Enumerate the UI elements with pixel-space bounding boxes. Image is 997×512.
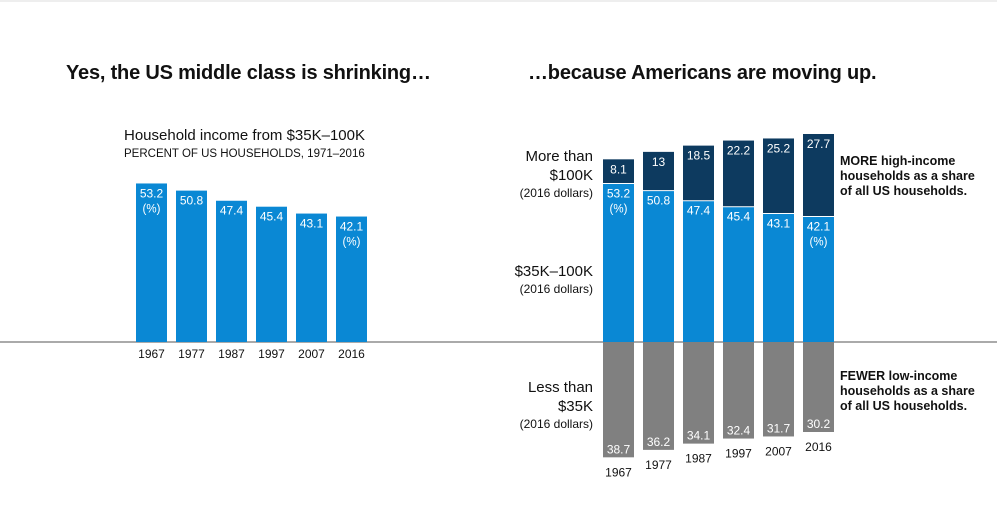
band-label-low: Less than $35K (2016 dollars) [520,378,593,433]
data-label-high-1977: 13 [652,155,666,169]
data-label-1977: 50.8 [180,194,204,208]
left-chart-title: Household income from $35K–100K [124,127,365,144]
data-label-mid-1987: 47.4 [687,204,711,218]
band-label-low-line2: $35K [557,398,593,415]
data-label-1987: 47.4 [220,204,244,218]
unit-label-right-2016: (%) [810,237,828,249]
top-divider [0,0,997,2]
bar-low-1977 [643,342,674,450]
bar-high-1977 [643,151,674,191]
data-label-1967: 53.2 [140,186,164,200]
x-tick-left-2016: 2016 [338,347,365,361]
x-tick-right-1987: 1987 [685,452,712,466]
band-label-low-line1: Less than [527,379,593,396]
note-low-line3: of all US households. [840,399,968,413]
data-label-2016: 42.1 [340,220,364,234]
data-label-high-2007: 25.2 [767,141,791,155]
data-label-mid-2016: 42.1 [807,220,831,234]
bar-low-1967 [603,342,634,458]
x-tick-left-2007: 2007 [298,347,325,361]
bar-middle-1987 [683,200,714,342]
bar-high-2016 [803,133,834,217]
data-label-high-1967: 8.1 [610,162,627,176]
bar-high-2007 [763,138,794,214]
data-label-mid-1977: 50.8 [647,194,671,208]
x-tick-left-1997: 1997 [258,347,285,361]
note-high-line3: of all US households. [840,184,968,198]
data-label-low-2007: 31.7 [767,421,791,435]
unit-label-right-1967: (%) [610,203,628,215]
data-label-2007: 43.1 [300,217,324,231]
bar-middle-income-2007 [296,213,327,342]
note-high-income: MORE high-income households as a share o… [840,154,975,199]
bar-middle-1977 [643,190,674,342]
bar-high-1997 [723,140,754,207]
data-label-low-1967: 38.7 [607,442,631,456]
bar-middle-income-1977 [176,190,207,342]
bar-low-2007 [763,342,794,437]
band-label-low-line3: (2016 dollars) [519,417,593,431]
headline-right: …because Americans are moving up. [528,62,877,84]
note-high-line2: households as a share [840,169,975,183]
data-label-high-1987: 18.5 [687,149,711,163]
bar-middle-1967 [603,183,634,342]
band-label-high: More than $100K (2016 dollars) [520,147,593,202]
x-tick-right-1977: 1977 [645,458,672,472]
band-label-high-line2: $100K [549,167,593,184]
note-low-line1: FEWER low-income [840,369,958,383]
data-label-low-1977: 36.2 [647,435,671,449]
bar-low-2016 [803,342,834,432]
bar-low-1987 [683,342,714,444]
headline-left: Yes, the US middle class is shrinking… [66,62,431,84]
bar-middle-2007 [763,213,794,342]
band-label-mid-line2: (2016 dollars) [519,282,593,296]
data-label-low-2016: 30.2 [807,417,831,431]
x-tick-right-1997: 1997 [725,447,752,461]
band-label-high-line1: More than [525,148,593,165]
data-label-high-2016: 27.7 [807,137,831,151]
bar-high-1987 [683,145,714,201]
data-label-high-1997: 22.2 [727,144,751,158]
band-label-high-line3: (2016 dollars) [519,186,593,200]
bar-high-1967 [603,159,634,184]
bar-middle-income-1967 [136,183,167,342]
note-high-line1: MORE high-income [840,154,956,168]
x-tick-right-2007: 2007 [765,444,792,458]
x-tick-right-1967: 1967 [605,465,632,479]
x-tick-right-2016: 2016 [805,440,832,454]
band-label-mid-line1: $35K–100K [514,263,593,280]
unit-label-2016: (%) [343,237,361,249]
data-label-mid-1997: 45.4 [727,210,751,224]
unit-label-1967: (%) [143,203,161,215]
note-low-income: FEWER low-income households as a share o… [840,369,975,414]
data-label-mid-2007: 43.1 [767,217,791,231]
bar-middle-income-2016 [336,216,367,342]
x-tick-left-1967: 1967 [138,347,165,361]
data-label-low-1997: 32.4 [727,424,751,438]
bar-middle-2016 [803,216,834,342]
bar-low-1997 [723,342,754,439]
note-low-line2: households as a share [840,384,975,398]
data-label-low-1987: 34.1 [687,429,711,443]
x-tick-left-1977: 1977 [178,347,205,361]
data-label-1997: 45.4 [260,210,284,224]
band-label-mid: $35K–100K (2016 dollars) [515,262,593,298]
data-label-mid-1967: 53.2 [607,186,631,200]
bar-middle-income-1987 [216,200,247,342]
left-chart-subtitle: PERCENT OF US HOUSEHOLDS, 1971–2016 [124,148,365,160]
bar-middle-income-1997 [256,206,287,342]
x-tick-left-1987: 1987 [218,347,245,361]
bar-middle-1997 [723,206,754,342]
